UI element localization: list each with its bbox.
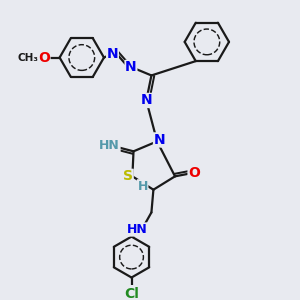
Text: HN: HN xyxy=(127,223,147,236)
Text: N: N xyxy=(107,47,118,61)
Text: N: N xyxy=(125,61,137,74)
Text: CH₃: CH₃ xyxy=(18,52,39,62)
Text: O: O xyxy=(38,50,50,64)
Text: HN: HN xyxy=(99,139,120,152)
Text: O: O xyxy=(188,166,200,180)
Text: N: N xyxy=(140,94,152,107)
Text: Cl: Cl xyxy=(124,287,139,300)
Text: S: S xyxy=(123,169,133,183)
Text: N: N xyxy=(154,133,165,147)
Text: H: H xyxy=(137,180,148,193)
